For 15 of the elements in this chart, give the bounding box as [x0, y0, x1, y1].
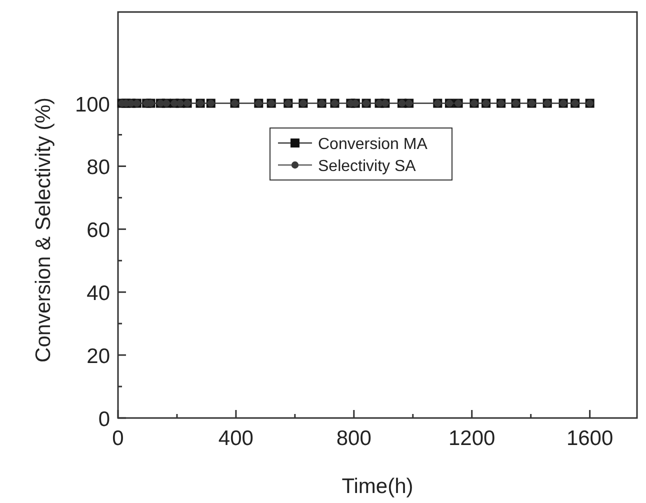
legend-label: Selectivity SA	[318, 158, 416, 175]
y-axis-title: Conversion & Selectivity (%)	[32, 98, 55, 362]
x-tick-label: 1200	[448, 427, 496, 450]
legend-label: Conversion MA	[318, 136, 428, 153]
y-tick-label: 0	[98, 408, 110, 431]
y-tick-label: 80	[86, 156, 110, 180]
x-tick-label: 0	[112, 427, 124, 450]
x-tick-label: 1600	[566, 427, 614, 450]
x-tick-label: 400	[218, 427, 254, 450]
y-tick-label: 60	[86, 219, 110, 242]
x-tick-label: 800	[336, 427, 372, 450]
x-axis-title: Time(h)	[342, 475, 414, 498]
y-tick-label: 20	[86, 345, 110, 368]
y-tick-label: 100	[74, 93, 110, 116]
y-tick-label: 40	[86, 282, 110, 306]
